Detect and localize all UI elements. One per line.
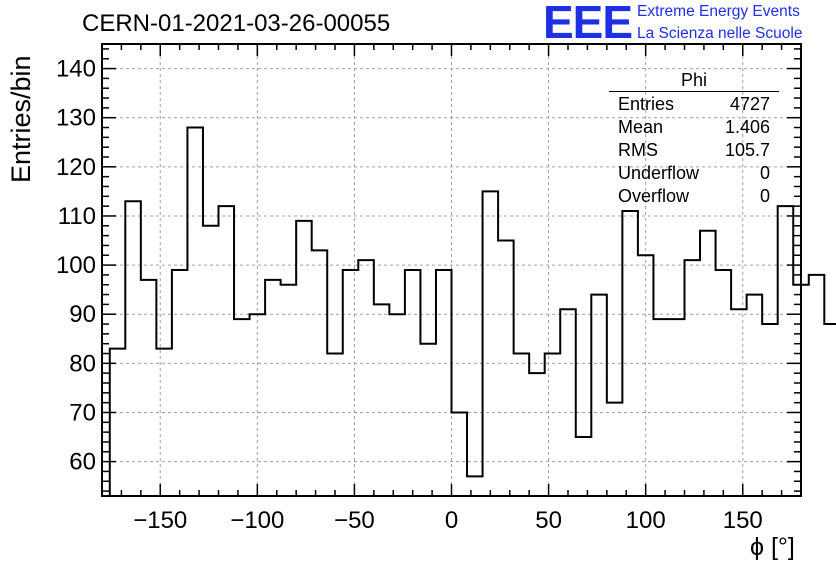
org-name-line2: La Scienza nelle Scuole (637, 25, 803, 42)
y-tick-label: 130 (56, 105, 96, 132)
stats-box: Phi Entries 4727 Mean 1.406 RMS 105.7 Un… (609, 70, 779, 208)
stats-row-mean: Mean 1.406 (609, 116, 779, 139)
stats-row-overflow: Overflow 0 (609, 185, 779, 208)
stats-value: 105.7 (724, 140, 770, 160)
y-tick-label: 60 (69, 449, 96, 476)
stats-value: 0 (759, 186, 770, 206)
histogram-step-line (108, 126, 836, 496)
y-axis-label: Entries/bin (6, 55, 36, 183)
stats-label: Mean (618, 117, 664, 137)
y-tick-label: 100 (56, 252, 96, 279)
x-tick-label: 50 (535, 507, 562, 534)
y-tick-label: 90 (69, 301, 96, 328)
chart-title: CERN-01-2021-03-26-00055 (82, 10, 391, 37)
stats-label: Overflow (618, 186, 690, 206)
y-tick-label: 110 (58, 203, 96, 230)
x-tick-label: −50 (334, 507, 375, 534)
stats-value: 4727 (729, 94, 770, 114)
stats-value: 1.406 (724, 117, 770, 137)
stats-divider (609, 91, 779, 92)
axis-ticks (102, 44, 801, 496)
stats-title: Phi (680, 70, 707, 90)
y-tick-label: 70 (69, 399, 96, 426)
x-tick-label: 100 (626, 507, 666, 534)
axis-tick-labels: −150 −100 −50 0 50 100 150 60 70 80 90 100 110 120 130… (56, 56, 763, 534)
stats-row-entries: Entries 4727 (609, 93, 779, 116)
stats-row-rms: RMS 105.7 (609, 139, 779, 162)
org-name-line1: Extreme Energy Events (637, 3, 800, 20)
eee-logo: EEE (543, 0, 633, 48)
stats-label: Underflow (618, 163, 700, 183)
y-tick-label: 140 (56, 56, 96, 83)
y-tick-label: 120 (56, 154, 96, 181)
stats-value: 0 (759, 163, 770, 183)
stats-label: Entries (618, 94, 675, 114)
x-tick-label: −150 (133, 507, 187, 534)
x-tick-label: −100 (230, 507, 284, 534)
y-tick-label: 80 (69, 350, 96, 377)
x-tick-label: 150 (723, 507, 763, 534)
stats-label: RMS (618, 140, 658, 160)
x-axis-label: ϕ [°] (750, 533, 795, 561)
stats-row-underflow: Underflow 0 (609, 162, 779, 185)
x-tick-label: 0 (445, 507, 458, 534)
